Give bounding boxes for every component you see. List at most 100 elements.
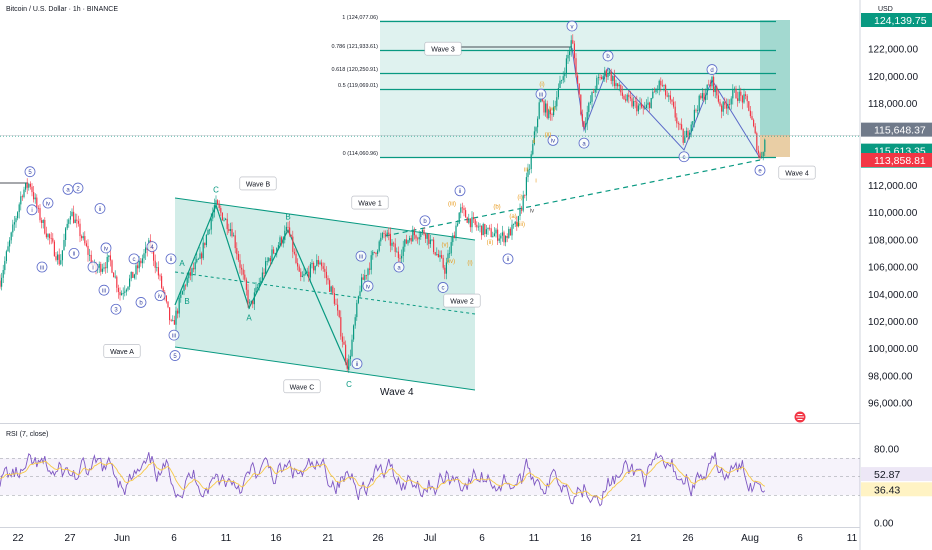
rsi-title: RSI (7, close): [6, 431, 48, 438]
price-axis[interactable]: 122,000.00120,000.00118,000.00116,000.00…: [861, 13, 932, 410]
candle-body: [279, 237, 281, 246]
candle-body: [585, 123, 587, 127]
candle-body: [191, 268, 193, 276]
candle-body: [289, 227, 291, 235]
candle-body: [394, 243, 396, 252]
candle-body: [575, 58, 577, 76]
candle-body: [628, 94, 630, 97]
candle-body: [229, 229, 231, 231]
candle-body: [412, 231, 414, 242]
candle-body: [479, 225, 481, 227]
candle-body: [749, 110, 751, 117]
candle-body: [162, 287, 164, 293]
candle-body: [341, 336, 343, 342]
candle-body: [308, 271, 310, 278]
candle-body: [103, 267, 105, 269]
candle-body: [457, 223, 459, 226]
candle-body: [612, 75, 614, 81]
wave-count-marker: ii: [94, 203, 106, 214]
candle-body: [167, 301, 169, 308]
wave-count-text: 5: [28, 170, 32, 176]
candle-body: [410, 238, 412, 242]
fib-level-label: 0 (114,060.96): [343, 151, 379, 157]
candle-body: [413, 231, 415, 236]
candle-body: [202, 242, 204, 259]
channel-upper-line: [174, 197, 476, 241]
candle-body: [725, 104, 727, 109]
candle-body: [285, 226, 287, 231]
candle-body: [599, 77, 601, 78]
time-axis[interactable]: 22 27 Jun 6 11 16 21 26 Jul 6 11 16 21 26 Aug 6 11: [12, 533, 857, 544]
candle-body: [68, 219, 70, 224]
candle-body: [455, 225, 457, 239]
candle-body: [137, 265, 139, 269]
candle-body: [293, 251, 295, 254]
candle-body: [545, 103, 547, 113]
wave-count-marker: ii: [454, 185, 466, 197]
candle-body: [201, 253, 203, 259]
wave-count-marker: b: [602, 50, 614, 62]
candle-body: [740, 91, 742, 96]
candle-body: [373, 251, 375, 253]
candle-body: [313, 263, 315, 271]
candle-body: [98, 263, 100, 268]
wave-count-marker: b: [135, 297, 147, 308]
candle-body: [177, 310, 179, 314]
wave-count-text: iii: [172, 333, 176, 339]
candle-body: [242, 269, 244, 275]
wave-count-text: c: [442, 286, 445, 292]
time-tick-label: 26: [372, 533, 384, 544]
wave-count-marker: c: [678, 151, 690, 163]
candle-series: [0, 34, 860, 373]
fib-level-label: 0.786 (121,933.61): [332, 44, 379, 50]
candle-body: [650, 98, 652, 108]
candle-body: [314, 265, 316, 271]
candle-body: [407, 240, 409, 244]
candle-body: [508, 228, 510, 238]
candle-body: [385, 234, 387, 236]
candle-body: [522, 195, 524, 211]
candle-body: [225, 218, 227, 220]
candle-body: [354, 317, 356, 326]
candle-body: [5, 251, 7, 261]
candle-body: [194, 262, 196, 270]
candle-body: [28, 183, 30, 188]
candle-body: [551, 114, 553, 115]
price-tick-label: 120,000.00: [868, 72, 918, 83]
candle-body: [361, 277, 363, 292]
candle-body: [610, 71, 612, 81]
candle-body: [636, 101, 638, 112]
candle-body: [402, 246, 404, 256]
wave-count-text: c: [133, 257, 136, 263]
wave-count-marker: a: [578, 137, 590, 149]
candle-body: [415, 235, 417, 239]
wave-count-text: a: [66, 188, 70, 194]
candle-body: [577, 75, 579, 84]
candle-body: [10, 232, 12, 241]
candle-body: [153, 248, 155, 261]
candle-body: [159, 275, 161, 277]
candle-body: [490, 228, 492, 237]
candle-body: [589, 101, 591, 103]
subwave-label: (iii): [448, 202, 456, 208]
candle-body: [615, 83, 617, 86]
candle-body: [572, 40, 574, 44]
candle-body: [108, 255, 110, 257]
wave-callout: Wave 4: [778, 165, 816, 180]
candle-body: [265, 261, 267, 274]
candle-body: [346, 360, 348, 369]
pattern-letter: B: [285, 213, 290, 222]
subwave-label: ii: [533, 139, 536, 145]
candle-body: [537, 118, 539, 128]
candle-body: [47, 234, 49, 238]
candle-body: [117, 287, 119, 292]
wave-count-text: iv: [104, 246, 108, 252]
wave-callout: Wave B: [239, 176, 277, 191]
candle-body: [337, 304, 339, 311]
channel-mid-line: [174, 271, 476, 315]
sponsor-icon[interactable]: [794, 411, 806, 423]
candle-body: [245, 279, 247, 290]
candle-body: [377, 250, 379, 254]
candle-body: [213, 205, 215, 213]
